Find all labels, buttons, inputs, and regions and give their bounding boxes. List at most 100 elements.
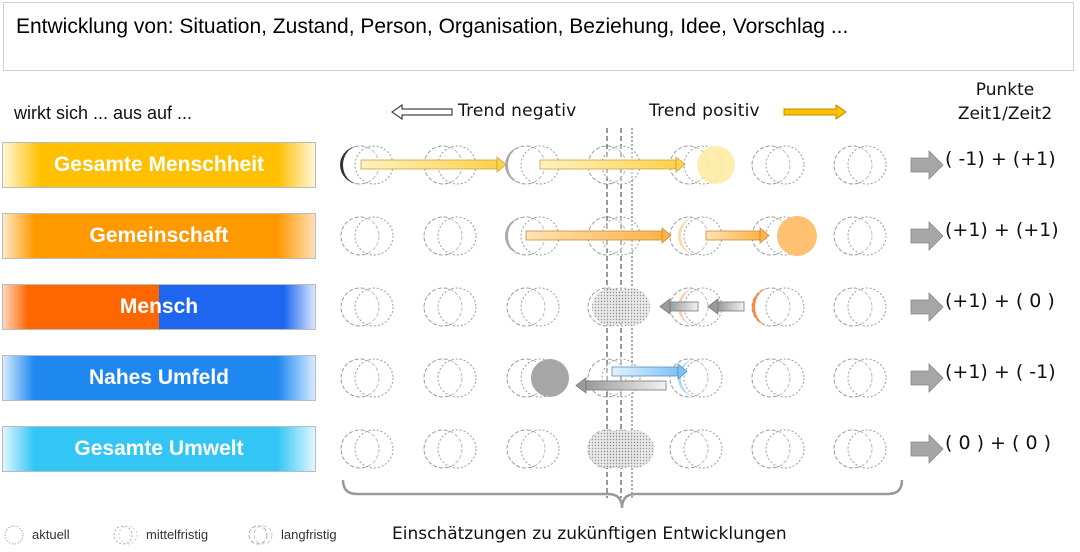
grid-circle xyxy=(833,429,873,469)
grid-circle xyxy=(683,358,723,398)
grid-circle xyxy=(847,358,887,398)
points-header-line2: Zeit1/Zeit2 xyxy=(957,104,1053,124)
grid-circle xyxy=(437,429,477,469)
result-arrow-icon xyxy=(910,434,944,464)
row-1-markers xyxy=(340,146,735,184)
trend-positive-arrow-icon xyxy=(783,104,847,120)
moon-orange-icon xyxy=(751,287,771,326)
result-arrow-icon xyxy=(910,150,944,180)
category-bar-nahes-umfeld: Nahes Umfeld xyxy=(2,355,316,401)
score-row-5: ( 0 ) + ( 0 ) xyxy=(945,432,1051,454)
grid-circle xyxy=(506,287,546,327)
category-label: Nahes Umfeld xyxy=(88,366,230,389)
grid-circle xyxy=(751,358,791,398)
grid-circle xyxy=(833,145,873,185)
grid-circle xyxy=(669,358,709,398)
grid-circle xyxy=(520,287,560,327)
arrow-yellow-2-head xyxy=(675,156,686,173)
row-3-markers xyxy=(592,287,771,326)
arrow-grey-1 xyxy=(669,301,699,312)
row-5-markers xyxy=(588,430,654,468)
title-box: Entwicklung von: Situation, Zustand, Per… xyxy=(3,2,1074,71)
grid-circle xyxy=(847,429,887,469)
arrow-grey-1-head xyxy=(659,298,671,315)
grid-circle xyxy=(847,287,887,327)
moon-orange-light-icon xyxy=(678,217,697,255)
arrow-grey-2-head xyxy=(707,298,719,315)
arrow-blue-head xyxy=(677,363,688,380)
arrow-yellow-2 xyxy=(539,159,677,170)
result-arrow-icon xyxy=(910,292,944,322)
trend-positive-label: Trend positiv xyxy=(649,101,760,121)
grid-circle xyxy=(847,145,887,185)
trend-negative-label: Trend negativ xyxy=(458,101,577,121)
grid-circle xyxy=(601,358,641,398)
grid-circle xyxy=(833,216,873,256)
legend-langfristig: langfristig xyxy=(281,527,337,542)
grid-circle xyxy=(833,358,873,398)
grid-circle xyxy=(340,358,380,398)
category-bar-gesamte-umwelt: Gesamte Umwelt xyxy=(2,426,316,472)
grid-circle xyxy=(423,216,463,256)
category-bar-gemeinschaft: Gemeinschaft xyxy=(2,213,316,259)
circle-dotted xyxy=(616,430,654,468)
arrow-grey-2 xyxy=(717,301,745,312)
grid-circle xyxy=(506,429,546,469)
score-row-1: ( -1) + (+1) xyxy=(945,148,1056,170)
grid-circle xyxy=(437,287,477,327)
legend-langfristig-icon xyxy=(248,525,273,545)
arrow-grey-back xyxy=(585,380,667,391)
category-bar-gesamte-menschheit: Gesamte Menschheit xyxy=(2,142,316,188)
moon-dark-icon xyxy=(340,146,359,184)
moon-grey-icon xyxy=(505,217,524,255)
arrow-orange-1-head xyxy=(661,227,672,244)
grid-circle xyxy=(340,216,380,256)
score-row-2: (+1) + (+1) xyxy=(945,219,1059,241)
curly-brace xyxy=(341,479,904,509)
grid-circle xyxy=(423,358,463,398)
legend-aktuell: aktuell xyxy=(32,527,70,542)
legend-mittelfristig: mittelfristig xyxy=(146,527,209,542)
arrow-blue xyxy=(611,366,679,377)
grid-circle xyxy=(520,429,560,469)
brace-label: Einschätzungen zu zukünftigen Entwicklun… xyxy=(392,524,787,544)
grid-circle xyxy=(765,429,805,469)
grid-circle xyxy=(751,429,791,469)
grid-circle xyxy=(354,216,394,256)
circle-dotted xyxy=(612,288,650,326)
row-4-markers xyxy=(531,359,697,397)
arrow-yellow-1-head xyxy=(496,156,507,173)
grid-circle xyxy=(437,216,477,256)
grid-circle xyxy=(669,429,709,469)
category-label: Gesamte Menschheit xyxy=(53,153,265,176)
grid-circle xyxy=(587,358,627,398)
arrow-orange-2 xyxy=(705,230,761,241)
diagram-title: Entwicklung von: Situation, Zustand, Per… xyxy=(16,15,849,38)
grid-circle xyxy=(765,145,805,185)
grid-circle xyxy=(340,287,380,327)
category-label: Gesamte Umwelt xyxy=(74,437,244,460)
arrow-yellow-1 xyxy=(360,159,498,170)
result-arrow-icon xyxy=(910,221,944,251)
grid-circle xyxy=(847,216,887,256)
trend-negative-arrow-icon xyxy=(390,103,453,121)
arrow-grey-back-head xyxy=(575,377,587,394)
score-row-4: (+1) + ( -1) xyxy=(945,361,1056,383)
arrow-orange-1 xyxy=(525,230,663,241)
score-row-3: (+1) + ( 0 ) xyxy=(945,290,1055,312)
grid-circle xyxy=(354,287,394,327)
category-label: Gemeinschaft xyxy=(89,224,229,247)
grid-circle xyxy=(423,287,463,327)
legend-aktuell-icon xyxy=(4,525,24,545)
legend-mittelfristig-icon xyxy=(113,525,138,545)
grid-circle xyxy=(751,145,791,185)
grid-circle xyxy=(765,358,805,398)
impact-header: wirkt sich ... aus auf ... xyxy=(14,103,193,123)
row-2-markers xyxy=(505,216,817,256)
grid-circle xyxy=(354,429,394,469)
result-arrows xyxy=(910,150,944,464)
grid-circle xyxy=(683,429,723,469)
grid-circle xyxy=(833,287,873,327)
arrow-orange-2-head xyxy=(759,227,770,244)
grid-circle xyxy=(354,358,394,398)
